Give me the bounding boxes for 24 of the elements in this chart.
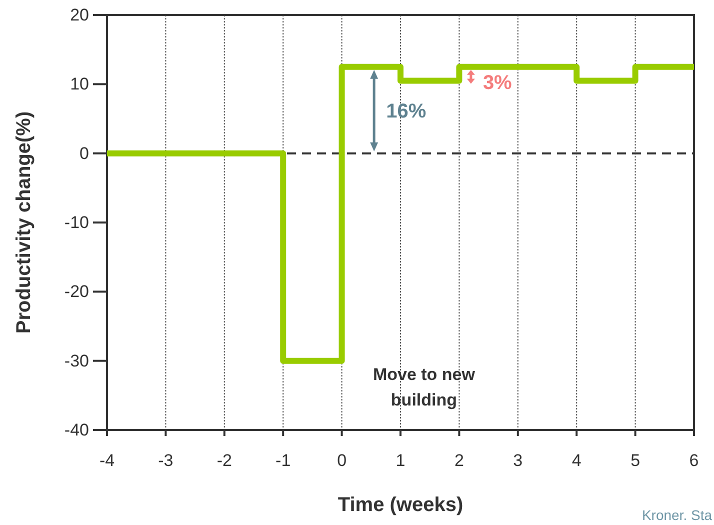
x-tick-label: -2 — [216, 451, 232, 470]
x-tick-label: 5 — [630, 451, 640, 470]
x-tick-label: -3 — [158, 451, 174, 470]
x-tick-label: -1 — [276, 451, 291, 470]
y-axis-title: Productivity change(%) — [13, 111, 35, 334]
y-tick-label: -30 — [64, 351, 89, 370]
x-tick-label: 2 — [454, 451, 464, 470]
x-tick-label: 0 — [337, 451, 347, 470]
y-tick-label: 0 — [80, 144, 89, 163]
annotation: Move to new building — [372, 365, 476, 410]
x-tick-label: 3 — [513, 451, 523, 470]
x-axis-title: Time (weeks) — [338, 494, 464, 516]
y-tick-label: -10 — [64, 212, 89, 232]
x-tick-label: 1 — [396, 451, 406, 470]
x-tick-label: 4 — [572, 451, 582, 470]
y-tick-label: -20 — [64, 282, 89, 302]
x-tick-label: 6 — [689, 451, 699, 470]
text: Kroner. Sta — [642, 507, 712, 523]
annotation: 16% — [386, 100, 426, 123]
annotation: 3% — [482, 72, 512, 94]
x-tick-label: -4 — [99, 451, 115, 470]
y-tick-label: 10 — [70, 74, 89, 94]
y-tick-label: -40 — [64, 420, 89, 440]
y-tick-label: 20 — [70, 5, 89, 24]
